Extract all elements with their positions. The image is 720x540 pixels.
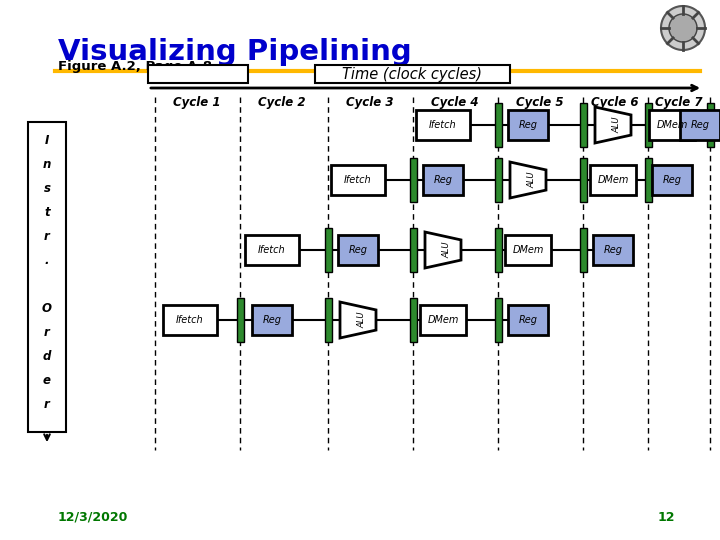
Polygon shape (669, 14, 697, 42)
Bar (652, 165, 692, 195)
Bar (508, 110, 548, 140)
Bar (325, 228, 331, 272)
Text: DMem: DMem (657, 120, 688, 130)
Bar (495, 158, 502, 202)
Bar (508, 305, 548, 335)
Text: e: e (43, 374, 51, 387)
Text: Reg: Reg (348, 245, 367, 255)
Bar (325, 298, 331, 342)
Text: DMem: DMem (427, 315, 459, 325)
Bar (410, 298, 416, 342)
Bar (163, 305, 217, 335)
Text: r: r (44, 230, 50, 242)
Text: 12: 12 (658, 511, 675, 524)
Bar (649, 110, 695, 140)
Text: d: d (42, 349, 51, 362)
Bar (315, 65, 510, 83)
Text: Visualizing Pipelining: Visualizing Pipelining (58, 38, 412, 66)
Text: 12/3/2020: 12/3/2020 (58, 511, 128, 524)
Text: Cycle 1: Cycle 1 (174, 96, 221, 109)
Text: Reg: Reg (518, 120, 538, 130)
Text: I: I (45, 133, 49, 146)
Polygon shape (595, 107, 631, 143)
Text: ALU: ALU (613, 117, 621, 133)
Bar (680, 110, 720, 140)
Bar (580, 228, 587, 272)
Bar (495, 298, 502, 342)
Text: Ifetch: Ifetch (176, 315, 204, 325)
Bar (706, 103, 714, 147)
Text: Reg: Reg (433, 175, 452, 185)
Polygon shape (425, 232, 461, 268)
Bar (644, 103, 652, 147)
Bar (644, 158, 652, 202)
Text: t: t (44, 206, 50, 219)
Text: Reg: Reg (603, 245, 623, 255)
Bar (420, 305, 466, 335)
Bar (590, 165, 636, 195)
Bar (505, 235, 551, 265)
Text: O: O (42, 301, 52, 314)
Text: Cycle 2: Cycle 2 (258, 96, 306, 109)
Bar (245, 235, 299, 265)
Bar (338, 235, 378, 265)
Bar (416, 110, 470, 140)
Bar (252, 305, 292, 335)
Text: Reg: Reg (662, 175, 682, 185)
Text: ALU: ALU (358, 312, 366, 328)
Bar (580, 158, 587, 202)
Text: Ifetch: Ifetch (344, 175, 372, 185)
Bar (410, 228, 416, 272)
Text: Time (clock cycles): Time (clock cycles) (343, 66, 482, 82)
Bar (423, 165, 463, 195)
Text: Cycle 7: Cycle 7 (655, 96, 703, 109)
Bar (236, 298, 243, 342)
Text: r: r (44, 326, 50, 339)
Text: ALU: ALU (443, 242, 451, 258)
Polygon shape (510, 162, 546, 198)
Text: Cycle 3: Cycle 3 (346, 96, 394, 109)
Text: DMem: DMem (598, 175, 629, 185)
Bar (580, 103, 587, 147)
Text: Cycle 4: Cycle 4 (431, 96, 479, 109)
Bar (495, 228, 502, 272)
Text: DMem: DMem (513, 245, 544, 255)
Text: .: . (45, 253, 49, 267)
Polygon shape (340, 302, 376, 338)
Bar (148, 65, 248, 83)
Bar (495, 103, 502, 147)
Text: n: n (42, 158, 51, 171)
Text: s: s (43, 181, 50, 194)
Text: ALU: ALU (528, 172, 536, 188)
Polygon shape (661, 6, 705, 50)
Bar (593, 235, 633, 265)
Text: Cycle 5: Cycle 5 (516, 96, 564, 109)
Text: Reg: Reg (518, 315, 538, 325)
Text: Cycle 6: Cycle 6 (591, 96, 639, 109)
Text: r: r (44, 397, 50, 410)
Bar (28, 122, 66, 432)
Bar (410, 158, 416, 202)
Text: Ifetch: Ifetch (258, 245, 286, 255)
Text: Figure A.2, Page A-8: Figure A.2, Page A-8 (58, 60, 212, 73)
Text: Reg: Reg (263, 315, 282, 325)
Bar (331, 165, 385, 195)
Text: Ifetch: Ifetch (429, 120, 456, 130)
Text: Reg: Reg (690, 120, 709, 130)
